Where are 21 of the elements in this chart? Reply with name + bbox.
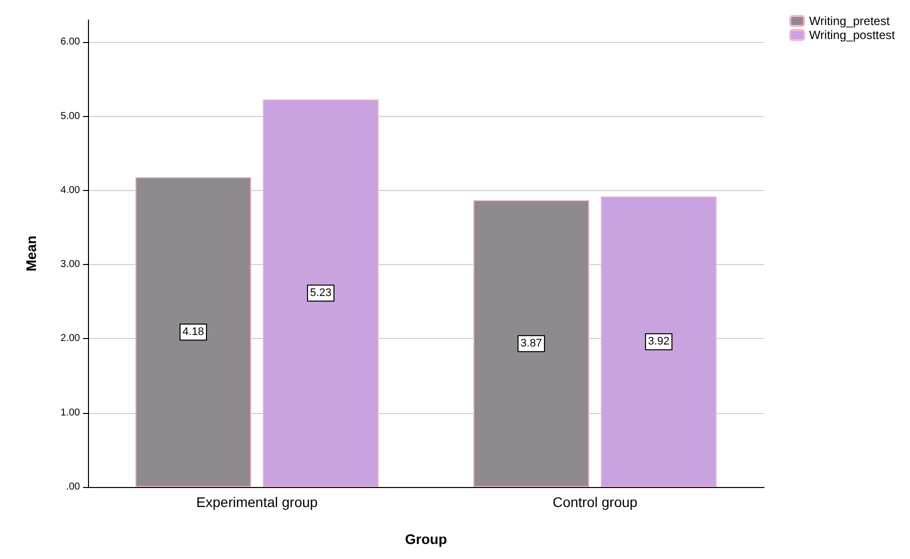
y-tick-label: 4.00 xyxy=(60,184,80,196)
y-axis-title: Mean xyxy=(23,236,39,272)
bar xyxy=(262,99,379,487)
bar xyxy=(600,196,717,487)
legend-label: Writing_posttest xyxy=(809,28,896,42)
y-tick-label: 6.00 xyxy=(60,36,80,48)
data-label: 3.87 xyxy=(520,338,542,350)
x-axis-title: Group xyxy=(405,531,447,547)
y-tick-label: 2.00 xyxy=(60,333,80,344)
bar xyxy=(473,200,590,487)
y-tick-label: 1.00 xyxy=(60,407,80,418)
x-tick-label: Experimental group xyxy=(196,494,318,510)
data-label: 3.92 xyxy=(648,336,670,348)
data-label: 5.23 xyxy=(310,287,332,300)
y-tick-label: 3.00 xyxy=(60,259,80,270)
x-tick-label: Control group xyxy=(552,494,638,510)
bar xyxy=(135,177,252,487)
legend-label: Writing_pretest xyxy=(809,14,890,28)
data-label: 4.18 xyxy=(182,326,204,338)
y-tick-label: 5.00 xyxy=(60,110,80,122)
y-tick-label: .00 xyxy=(66,482,80,492)
